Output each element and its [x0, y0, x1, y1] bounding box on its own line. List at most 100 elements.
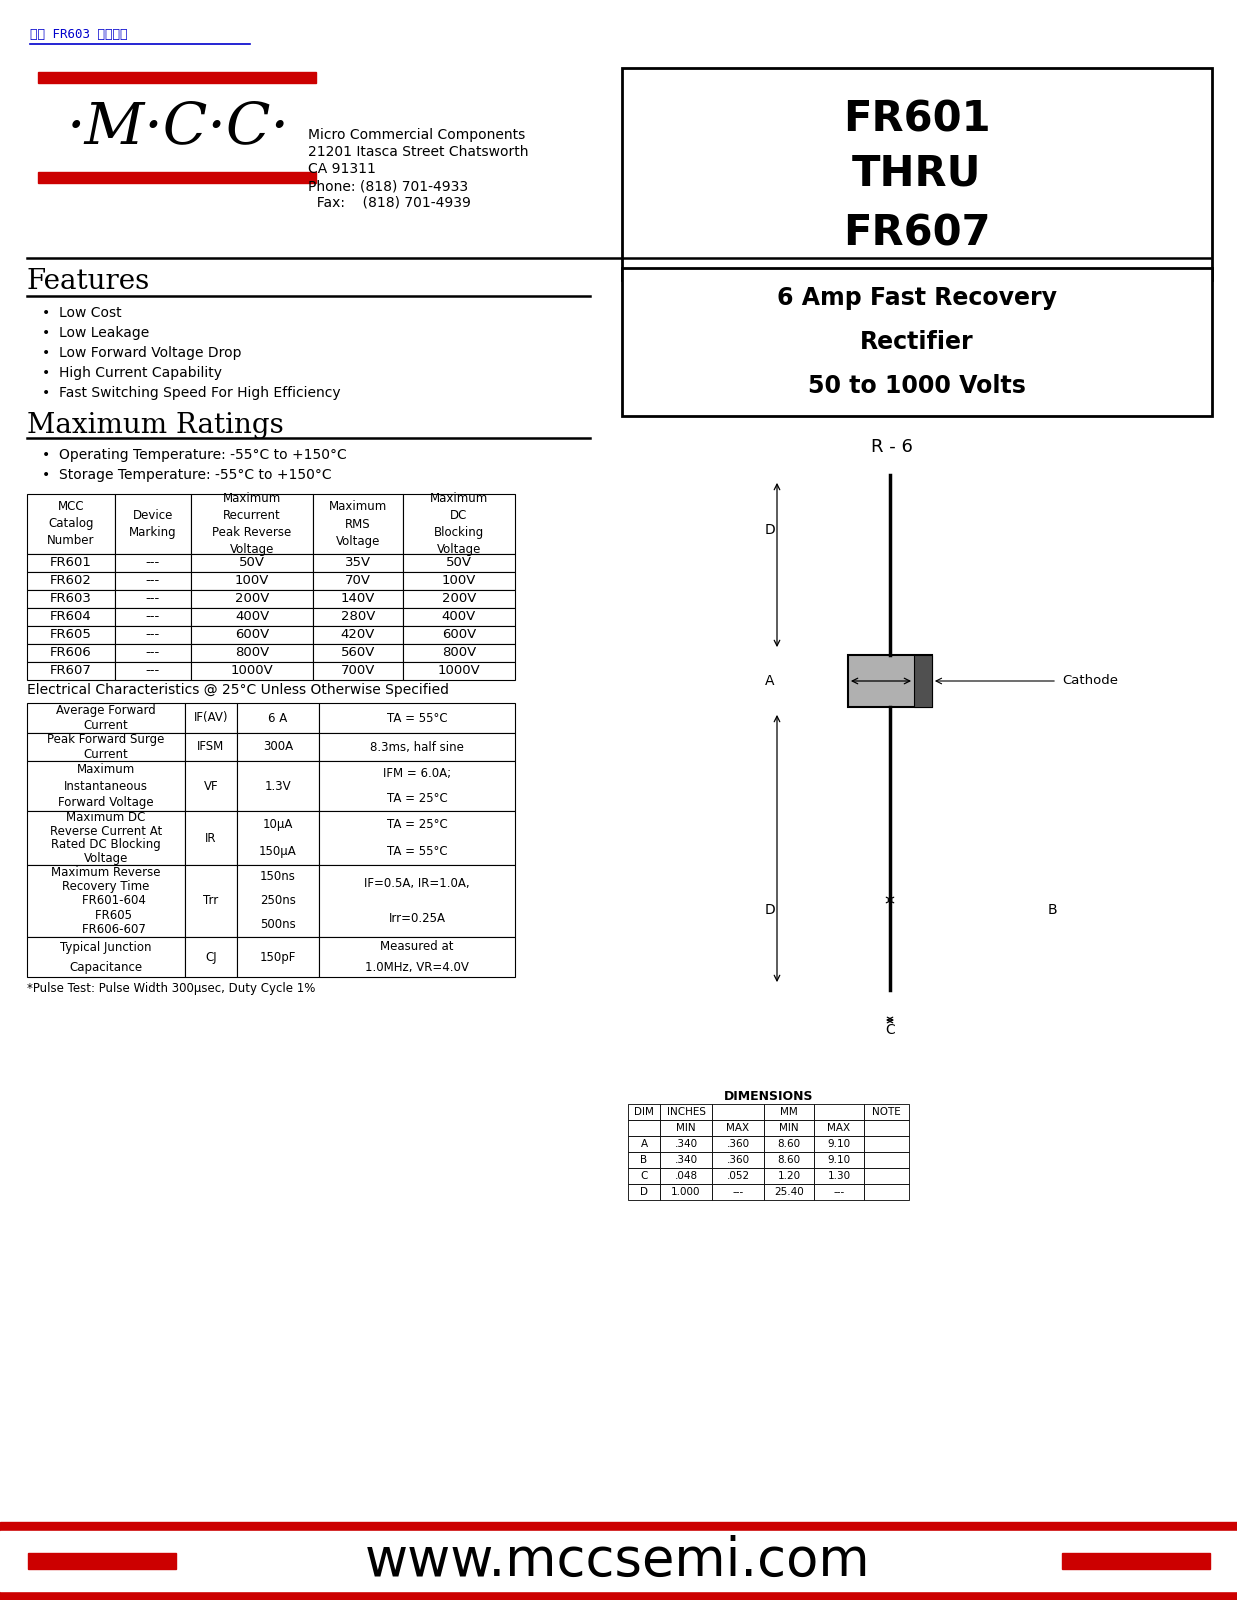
Text: 800V: 800V — [442, 646, 476, 659]
Text: Fax:    (818) 701-4939: Fax: (818) 701-4939 — [308, 195, 471, 210]
Text: 150μA: 150μA — [259, 845, 297, 858]
Text: ---: --- — [146, 664, 160, 677]
Bar — [27, 662, 115, 680]
Text: D: D — [640, 1187, 648, 1197]
Bar — [238, 938, 319, 978]
Text: Maximum: Maximum — [77, 763, 135, 776]
Bar — [313, 554, 403, 573]
Bar — [190, 608, 313, 626]
Text: 35V: 35V — [345, 557, 371, 570]
Bar — [814, 1168, 863, 1184]
Bar — [863, 1136, 909, 1152]
Bar — [27, 702, 186, 733]
Bar — [186, 762, 238, 811]
Text: 150ns: 150ns — [260, 870, 296, 883]
Bar — [115, 626, 190, 643]
Text: C: C — [641, 1171, 648, 1181]
Bar — [186, 938, 238, 978]
Bar — [27, 938, 186, 978]
Bar — [403, 626, 515, 643]
Bar — [313, 626, 403, 643]
Text: Trr: Trr — [203, 894, 219, 907]
Bar — [628, 1152, 661, 1168]
Text: 700V: 700V — [341, 664, 375, 677]
Text: Micro Commercial Components: Micro Commercial Components — [308, 128, 526, 142]
Text: MM: MM — [781, 1107, 798, 1117]
Bar — [190, 554, 313, 573]
Text: ---: --- — [146, 646, 160, 659]
Text: 400V: 400V — [442, 611, 476, 624]
Bar — [27, 494, 115, 554]
Text: 50V: 50V — [447, 557, 473, 570]
Bar — [713, 1120, 764, 1136]
Bar — [661, 1104, 713, 1120]
Text: IFM = 6.0A;: IFM = 6.0A; — [383, 766, 452, 781]
Text: Maximum
RMS
Voltage: Maximum RMS Voltage — [329, 501, 387, 547]
Text: TA = 25°C: TA = 25°C — [387, 818, 448, 830]
Text: 「」 FR603 「」「」: 「」 FR603 「」「」 — [30, 27, 127, 42]
Bar — [28, 1554, 176, 1570]
Bar — [190, 573, 313, 590]
Bar — [628, 1184, 661, 1200]
Bar — [713, 1184, 764, 1200]
Text: B: B — [641, 1155, 647, 1165]
Text: 10μA: 10μA — [262, 818, 293, 830]
Bar — [713, 1104, 764, 1120]
Text: 8.60: 8.60 — [777, 1139, 800, 1149]
Text: FR607: FR607 — [49, 664, 92, 677]
Text: Current: Current — [84, 718, 129, 733]
Text: FR605: FR605 — [80, 909, 132, 922]
Bar — [863, 1152, 909, 1168]
Text: 500ns: 500ns — [260, 918, 296, 931]
Text: IFSM: IFSM — [198, 741, 225, 754]
Text: ---: --- — [146, 592, 160, 605]
Bar — [27, 866, 186, 938]
Text: ---: --- — [146, 629, 160, 642]
Bar — [27, 554, 115, 573]
Text: Device
Marking: Device Marking — [129, 509, 177, 539]
Text: .052: .052 — [726, 1171, 750, 1181]
Text: 8.60: 8.60 — [777, 1155, 800, 1165]
Bar — [27, 733, 186, 762]
Bar — [38, 171, 315, 182]
Bar — [115, 554, 190, 573]
Bar — [238, 733, 319, 762]
Bar — [764, 1152, 814, 1168]
Text: 1.20: 1.20 — [777, 1171, 800, 1181]
Text: FR601: FR601 — [49, 557, 92, 570]
Bar — [622, 267, 1212, 416]
Text: 200V: 200V — [235, 592, 270, 605]
Bar — [238, 811, 319, 866]
Text: 50 to 1000 Volts: 50 to 1000 Volts — [808, 374, 1025, 398]
Text: .360: .360 — [726, 1139, 750, 1149]
Bar — [863, 1168, 909, 1184]
Bar — [319, 938, 515, 978]
Text: 1000V: 1000V — [438, 664, 480, 677]
Bar — [403, 573, 515, 590]
Text: 800V: 800V — [235, 646, 270, 659]
Text: •  Low Forward Voltage Drop: • Low Forward Voltage Drop — [42, 346, 241, 360]
Bar — [238, 702, 319, 733]
Text: VF: VF — [204, 779, 218, 792]
Bar — [764, 1104, 814, 1120]
Bar — [115, 608, 190, 626]
Text: B: B — [1048, 902, 1056, 917]
Text: IF=0.5A, IR=1.0A,: IF=0.5A, IR=1.0A, — [364, 877, 470, 890]
Text: ---: --- — [146, 611, 160, 624]
Bar — [190, 494, 313, 554]
Bar — [628, 1136, 661, 1152]
Bar — [0, 1531, 1237, 1590]
Bar — [403, 643, 515, 662]
Text: •  Storage Temperature: -55°C to +150°C: • Storage Temperature: -55°C to +150°C — [42, 467, 332, 482]
Bar — [764, 1168, 814, 1184]
Text: D: D — [764, 902, 776, 917]
Text: .360: .360 — [726, 1155, 750, 1165]
Text: ·M·C·C·: ·M·C·C· — [67, 99, 289, 155]
Bar — [661, 1152, 713, 1168]
Text: 1.0MHz, VR=4.0V: 1.0MHz, VR=4.0V — [365, 960, 469, 973]
Bar — [190, 643, 313, 662]
Text: 250ns: 250ns — [260, 894, 296, 907]
Bar — [661, 1136, 713, 1152]
Text: 9.10: 9.10 — [828, 1139, 851, 1149]
Bar — [27, 573, 115, 590]
